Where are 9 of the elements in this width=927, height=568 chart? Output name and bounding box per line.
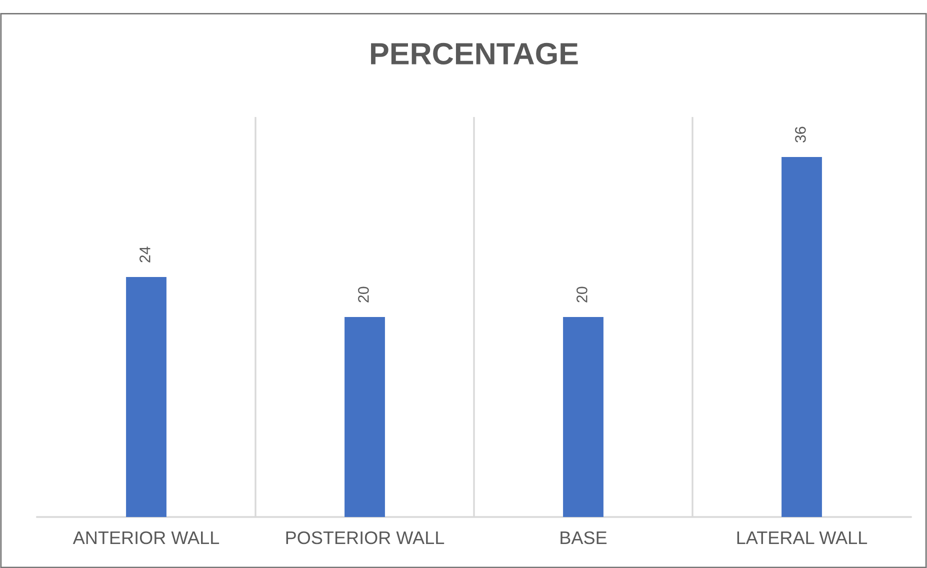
data-label: 20: [358, 286, 369, 302]
x-tick-label: LATERAL WALL: [737, 532, 868, 544]
data-label: 20: [576, 286, 588, 302]
x-tick-label: BASE: [560, 531, 607, 544]
chart-title: PERCENTAGE: [371, 42, 578, 65]
data-label: 36: [795, 126, 806, 143]
x-tick-label: ANTERIOR WALL: [72, 531, 220, 544]
x-tick-label: POSTERIOR WALL: [286, 531, 444, 544]
data-label: 24: [140, 246, 150, 262]
